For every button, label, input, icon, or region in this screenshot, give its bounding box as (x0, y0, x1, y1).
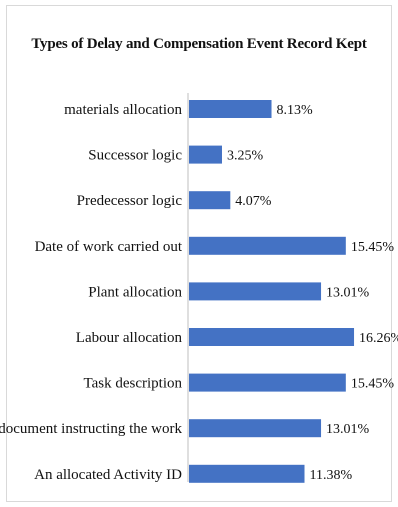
bar (189, 282, 322, 301)
category-label: Plant allocation (88, 284, 182, 300)
bar (189, 191, 231, 210)
bar (189, 464, 305, 483)
data-label: 16.26% (359, 331, 398, 346)
chart-title: Types of Delay and Compensation Event Re… (31, 36, 367, 52)
data-label: 13.01% (326, 422, 370, 437)
data-label: 3.25% (227, 149, 263, 164)
bar (189, 373, 346, 392)
data-label: 11.38% (310, 468, 353, 483)
category-label: Successor logic (88, 148, 182, 164)
category-label: Date of work carried out (35, 239, 183, 255)
bar (189, 100, 272, 118)
category-label: Predecessor logic (77, 193, 183, 209)
bar (189, 419, 322, 438)
data-label: 15.45% (351, 240, 395, 255)
data-label: 13.01% (326, 285, 370, 300)
data-label: 15.45% (351, 377, 395, 392)
data-label: 4.07% (235, 194, 271, 209)
category-label: Contract document instructing the work (0, 421, 182, 437)
bar (189, 328, 355, 346)
category-label: Labour allocation (76, 330, 183, 346)
data-label: 8.13% (277, 103, 314, 118)
bar (189, 145, 222, 164)
bar (189, 236, 346, 255)
category-label: An allocated Activity ID (34, 467, 182, 483)
category-label: Task description (83, 376, 182, 392)
category-label: materials allocation (64, 102, 182, 118)
